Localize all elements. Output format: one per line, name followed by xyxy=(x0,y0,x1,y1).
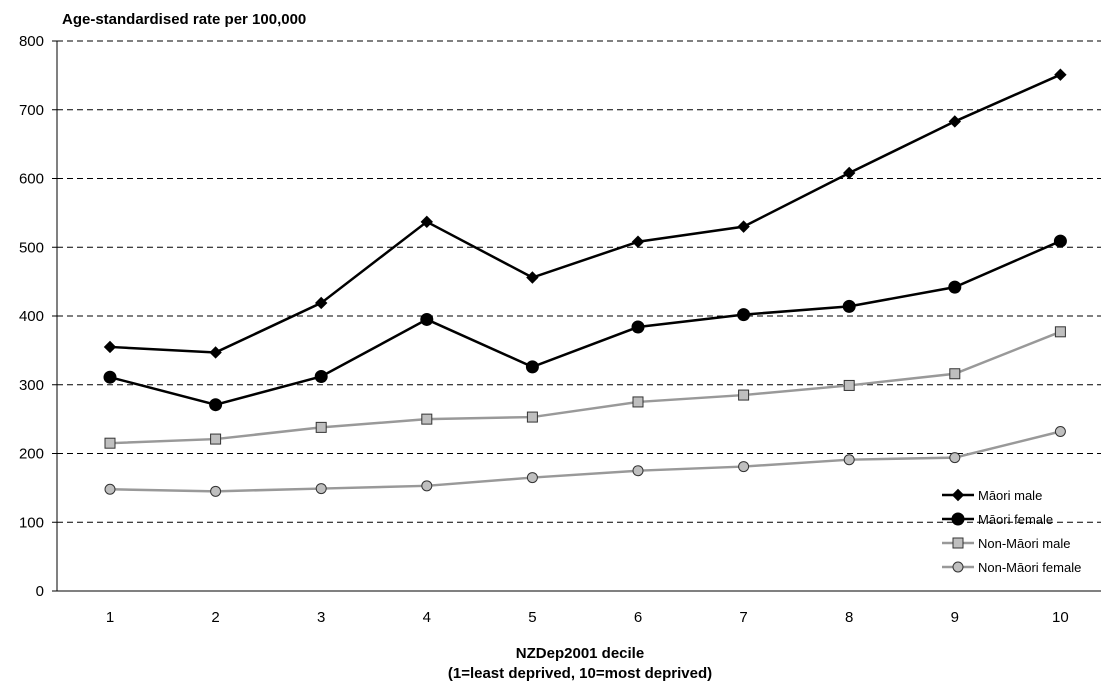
series-maori-male xyxy=(103,68,1067,359)
legend-swatch-marker xyxy=(951,488,965,502)
data-point xyxy=(1054,426,1066,437)
data-point xyxy=(103,340,117,354)
x-tick-label: 8 xyxy=(845,609,853,626)
legend-label: Non-Māori male xyxy=(978,536,1070,551)
data-point xyxy=(315,421,327,433)
data-point xyxy=(315,483,327,495)
data-point xyxy=(104,483,116,495)
series-line xyxy=(109,330,1061,445)
data-point xyxy=(210,433,222,445)
data-point xyxy=(314,370,328,383)
data-point xyxy=(632,465,644,477)
legend-label: Non-Māori female xyxy=(978,560,1081,575)
y-tick-label: 400 xyxy=(19,308,44,325)
y-tick-label: 300 xyxy=(19,377,44,394)
x-tick-label: 6 xyxy=(634,609,642,626)
x-tick-label: 7 xyxy=(739,609,747,626)
data-point xyxy=(421,413,433,425)
x-tick-label: 10 xyxy=(1052,609,1069,626)
data-point xyxy=(842,299,856,313)
gridlines xyxy=(57,40,1101,523)
data-point xyxy=(842,166,856,180)
data-point xyxy=(948,115,962,128)
data-point xyxy=(209,346,222,359)
series-maori-female xyxy=(103,234,1067,412)
x-tick-label: 1 xyxy=(106,609,114,626)
data-point xyxy=(420,215,434,229)
data-point xyxy=(314,296,328,310)
data-point xyxy=(948,280,962,294)
legend-swatch-marker xyxy=(952,537,964,549)
data-point xyxy=(737,220,750,233)
legend-swatch-marker xyxy=(951,512,965,526)
data-point xyxy=(843,454,855,466)
series-line xyxy=(109,73,1061,354)
data-point xyxy=(525,360,539,374)
series-line xyxy=(109,239,1061,406)
data-point xyxy=(949,368,961,380)
legend-item: Non-Māori female xyxy=(942,560,1081,575)
y-tick-label: 800 xyxy=(19,33,44,50)
data-point xyxy=(1053,234,1067,248)
series-non-maori-male xyxy=(104,326,1066,449)
legend-label: Māori female xyxy=(978,512,1053,527)
data-point xyxy=(104,437,116,449)
legend-item: Non-Māori male xyxy=(942,536,1070,551)
chart-title: Age-standardised rate per 100,000 xyxy=(62,11,306,28)
data-point xyxy=(526,472,538,484)
x-axis-label: NZDep2001 decile xyxy=(516,645,644,662)
x-tick-label: 4 xyxy=(423,609,431,626)
data-point xyxy=(1054,68,1067,81)
y-axis-ticks: 0 100 200 300 400 500 600 700 800 xyxy=(19,33,57,600)
data-point xyxy=(420,312,434,326)
legend-swatch-marker xyxy=(952,561,964,573)
x-tick-label: 3 xyxy=(317,609,325,626)
series-non-maori-female xyxy=(104,426,1066,497)
data-point xyxy=(526,411,538,423)
legend-label: Māori male xyxy=(978,488,1042,503)
data-point xyxy=(526,271,539,284)
data-point xyxy=(421,480,433,492)
y-tick-label: 0 xyxy=(36,583,44,600)
x-tick-label: 2 xyxy=(211,609,219,626)
legend: Māori male Māori female Non-Māori male Non-… xyxy=(942,488,1081,575)
y-tick-label: 100 xyxy=(19,514,44,531)
data-point xyxy=(1054,326,1066,338)
data-point xyxy=(949,452,961,464)
x-tick-label: 5 xyxy=(528,609,536,626)
data-point xyxy=(737,308,751,322)
series-line xyxy=(109,430,1061,493)
data-point xyxy=(738,389,750,401)
data-point xyxy=(103,370,117,384)
x-tick-label: 9 xyxy=(951,609,959,626)
y-tick-label: 500 xyxy=(19,239,44,256)
data-point xyxy=(631,235,645,248)
x-axis-ticks: 1 2 3 4 5 6 7 8 9 10 xyxy=(106,609,1069,626)
legend-item: Māori female xyxy=(942,512,1053,527)
data-point xyxy=(210,485,222,497)
x-axis-label-sub: (1=least deprived, 10=most deprived) xyxy=(448,665,712,682)
data-point xyxy=(209,398,223,412)
y-tick-label: 600 xyxy=(19,171,44,188)
series-layer xyxy=(103,68,1067,497)
y-tick-label: 700 xyxy=(19,102,44,119)
legend-item: Māori male xyxy=(942,488,1042,503)
data-point xyxy=(738,461,750,473)
y-tick-label: 200 xyxy=(19,446,44,463)
data-point xyxy=(632,396,644,408)
data-point xyxy=(631,320,645,334)
data-point xyxy=(843,379,855,391)
